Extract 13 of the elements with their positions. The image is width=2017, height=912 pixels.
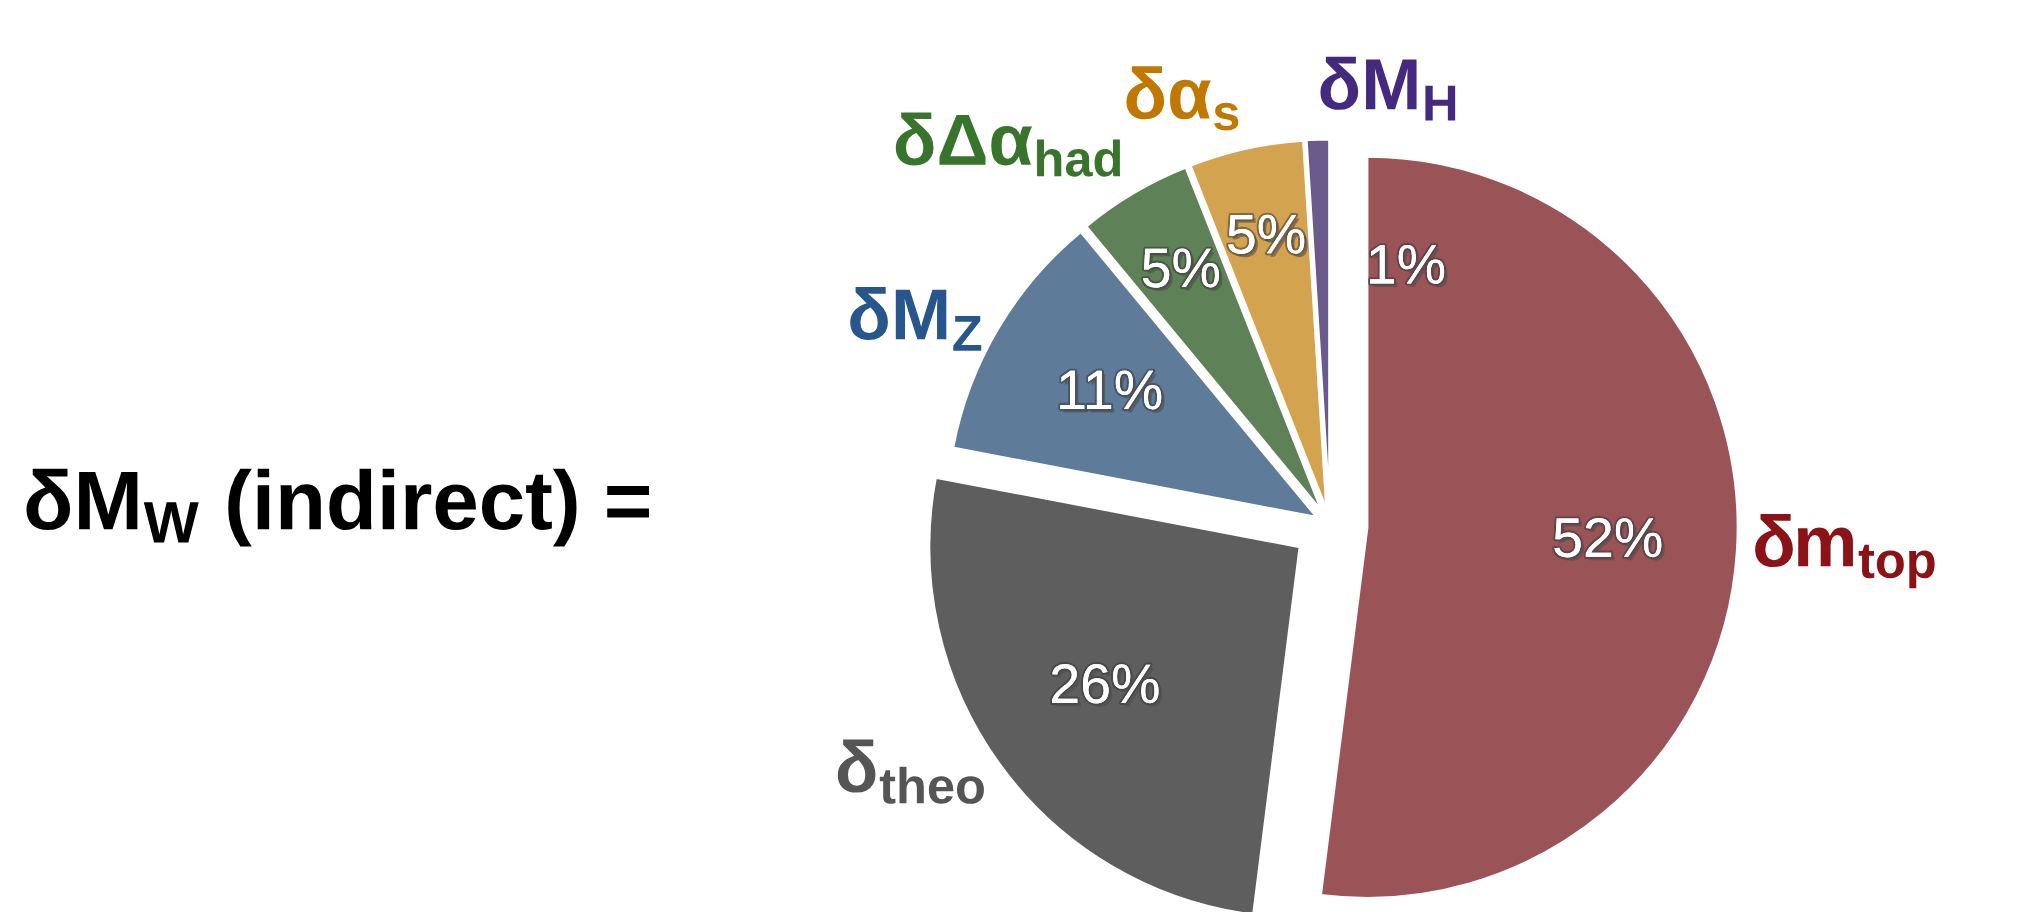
data-label: 5% bbox=[1228, 214, 1308, 258]
data-label: 11% bbox=[1060, 370, 1165, 413]
slice-label: δm$_{top}$ bbox=[1755, 514, 1935, 589]
data-label: 5% bbox=[1142, 248, 1223, 292]
text: δM$_{W}$ (indirect) = bbox=[26, 468, 650, 547]
slice-label: δ$_{theo}$ bbox=[837, 739, 984, 804]
slice-label: δM$_{H}$ bbox=[1320, 56, 1456, 121]
data-label: 52% bbox=[1554, 518, 1665, 561]
slice-label: δα$_{s}$ bbox=[1126, 66, 1239, 131]
slice-label: δM$_{Z}$ bbox=[850, 286, 982, 351]
data-label: 26% bbox=[1052, 664, 1162, 707]
slice-label: δΔα$_{had}$ bbox=[895, 112, 1121, 177]
data-label: 1% bbox=[1370, 244, 1448, 288]
